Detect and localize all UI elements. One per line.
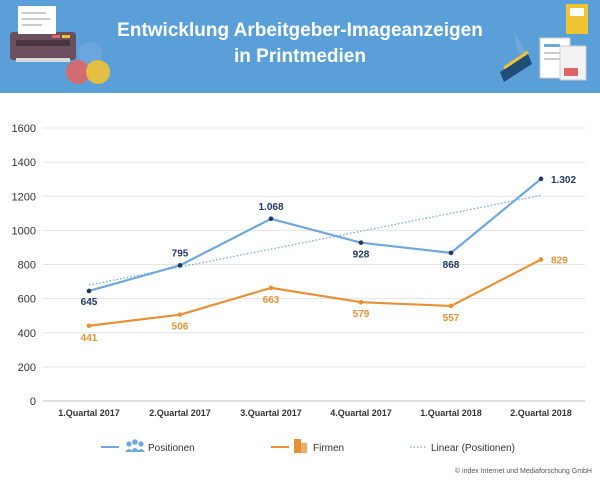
y-tick-label: 600 bbox=[18, 294, 36, 306]
data-label: 663 bbox=[263, 295, 280, 306]
y-tick-label: 1000 bbox=[12, 225, 36, 237]
data-label: 928 bbox=[353, 250, 370, 261]
data-label: 795 bbox=[172, 248, 189, 259]
data-label: 441 bbox=[81, 333, 98, 344]
x-tick-label: 1.Quartal 2018 bbox=[420, 408, 482, 418]
data-label: 1.068 bbox=[258, 202, 283, 213]
data-point bbox=[86, 288, 92, 294]
series-line-firmen bbox=[88, 258, 542, 327]
data-label: 506 bbox=[172, 322, 189, 333]
data-point bbox=[538, 176, 544, 182]
data-label: 1.302 bbox=[551, 175, 576, 186]
y-tick-label: 800 bbox=[18, 260, 36, 272]
y-tick-label: 1400 bbox=[12, 157, 36, 169]
data-label: 829 bbox=[551, 256, 568, 267]
series-line-positionen bbox=[88, 177, 542, 293]
data-point bbox=[268, 285, 274, 291]
y-tick-label: 400 bbox=[18, 328, 36, 340]
printer-with-color-circles-icon bbox=[10, 6, 110, 84]
building-icon bbox=[294, 439, 307, 453]
copyright-text: © index Internet und Mediaforschung GmbH bbox=[454, 468, 592, 475]
data-label: 557 bbox=[443, 313, 460, 324]
x-tick-label: 2.Quartal 2018 bbox=[510, 408, 572, 418]
data-label: 868 bbox=[443, 260, 460, 271]
data-label: 645 bbox=[81, 297, 98, 308]
data-point bbox=[448, 303, 454, 309]
data-point bbox=[448, 250, 454, 256]
legend-label-positionen: Positionen bbox=[148, 443, 195, 454]
data-point bbox=[177, 263, 183, 268]
chart-title-line2: in Printmedien bbox=[234, 46, 366, 67]
legend-label-firmen: Firmen bbox=[313, 443, 344, 454]
data-point bbox=[358, 240, 364, 245]
data-point bbox=[538, 257, 544, 262]
data-point bbox=[358, 299, 364, 305]
people-group-icon bbox=[125, 439, 145, 452]
chart-title-line1: Entwicklung Arbeitgeber-Imageanzeigen bbox=[117, 20, 483, 41]
data-point bbox=[177, 312, 183, 317]
y-tick-label: 200 bbox=[18, 362, 36, 374]
x-tick-label: 1.Quartal 2017 bbox=[58, 408, 120, 418]
data-label: 579 bbox=[353, 309, 370, 320]
x-tick-label: 4.Quartal 2017 bbox=[330, 408, 392, 418]
line-chart: 0 200 400 600 800 1000 1200 1400 1600 1.Quartal 2… bbox=[12, 123, 585, 454]
x-tick-label: 2.Quartal 2017 bbox=[149, 408, 211, 418]
data-point bbox=[86, 323, 92, 329]
documents-and-magazines-icon bbox=[500, 4, 588, 82]
y-tick-label: 1600 bbox=[12, 123, 36, 135]
y-tick-label: 1200 bbox=[12, 191, 36, 203]
y-tick-label: 0 bbox=[30, 396, 36, 408]
legend-label-trend: Linear (Positionen) bbox=[431, 443, 515, 454]
data-point bbox=[268, 216, 274, 222]
x-tick-label: 3.Quartal 2017 bbox=[240, 408, 302, 418]
